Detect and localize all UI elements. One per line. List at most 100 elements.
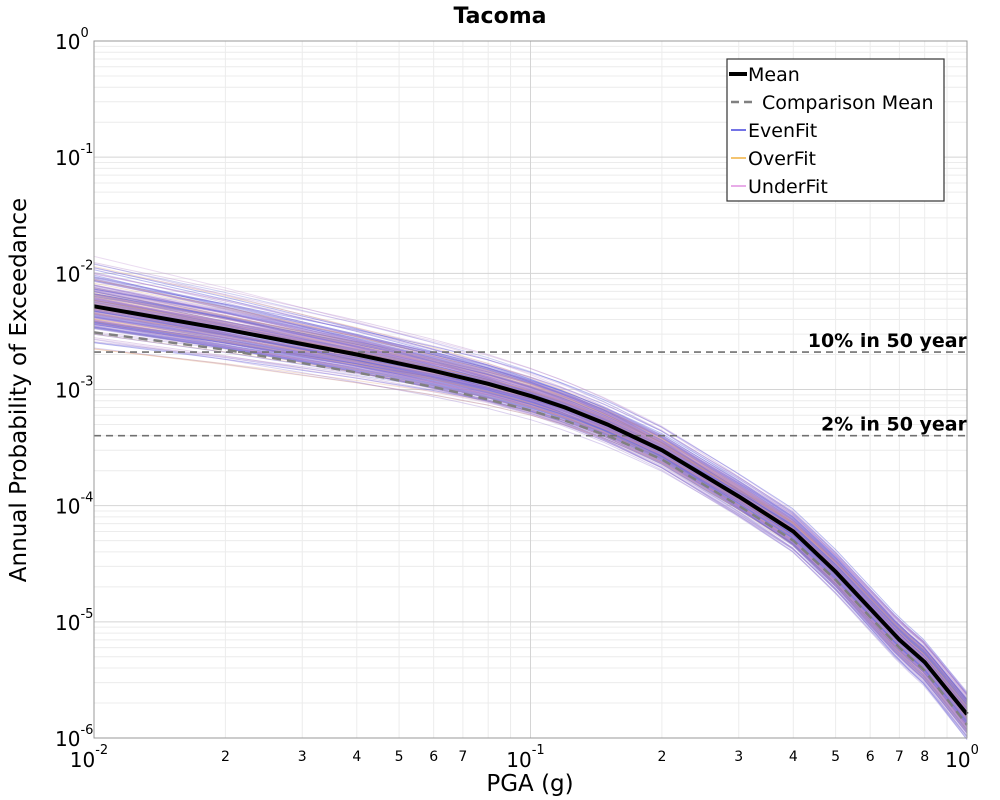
- ensemble-curve: [93, 293, 968, 710]
- ensemble-curve: [93, 308, 968, 720]
- ensemble-curve: [93, 305, 968, 696]
- ensemble-curve: [93, 271, 968, 731]
- ensemble-curve: [93, 321, 968, 737]
- ensemble-curve: [93, 288, 968, 701]
- ensemble-curve: [93, 347, 968, 712]
- ensemble-curve: [93, 280, 968, 707]
- ensemble-curve: [93, 312, 968, 725]
- ensemble-curve: [93, 339, 968, 729]
- y-tick-label: 10-5: [55, 607, 93, 635]
- ensemble-curve: [93, 322, 968, 733]
- ensemble-curve: [93, 272, 968, 714]
- x-tick-label: 100: [945, 743, 979, 772]
- ensemble-curve: [93, 321, 968, 732]
- ensemble-curve: [93, 304, 968, 700]
- ensemble-curve: [93, 318, 968, 719]
- ensemble-curve: [93, 316, 968, 709]
- ensemble-curve: [93, 296, 968, 701]
- ensemble-curve: [93, 300, 968, 703]
- ensemble-curve: [93, 297, 968, 730]
- ensemble-curve: [93, 291, 968, 725]
- ensemble-curve: [93, 326, 968, 703]
- x-tick-label: 2: [221, 749, 230, 765]
- ensemble-curve: [93, 276, 968, 717]
- ensemble-curve: [93, 310, 968, 719]
- ensemble-curve: [93, 325, 968, 728]
- ensemble-curve: [93, 319, 968, 707]
- ensemble-curve: [93, 281, 968, 710]
- x-tick-label: 3: [734, 749, 743, 765]
- ensemble-curve: [93, 314, 968, 719]
- ensemble-curve: [93, 293, 968, 732]
- ensemble-curve: [93, 302, 968, 698]
- ensemble-curve: [93, 288, 968, 705]
- legend-label: Mean: [748, 64, 800, 86]
- x-tick-label: 4: [352, 749, 361, 765]
- ensemble-curve: [93, 317, 968, 719]
- ensemble-curve: [93, 273, 968, 702]
- ensemble-curve: [93, 273, 968, 710]
- ensemble-curve: [93, 321, 968, 716]
- ensemble-curve: [93, 312, 968, 703]
- ensemble-curve: [93, 319, 968, 721]
- comparison-mean-line: [93, 331, 968, 726]
- ensemble-curve: [93, 279, 968, 717]
- ensemble-curve: [93, 298, 968, 703]
- ensemble-curve: [93, 278, 968, 737]
- ensemble-curve: [93, 293, 968, 710]
- legend: Mean Comparison Mean EvenFit OverFit UnderFi…: [726, 58, 945, 202]
- ensemble-curve: [93, 300, 968, 696]
- x-axis-label: PGA (g): [486, 771, 573, 797]
- ensemble-curve: [93, 326, 968, 725]
- ensemble-curve: [93, 315, 968, 722]
- ensemble-curve: [93, 313, 968, 703]
- legend-box: [726, 58, 945, 202]
- ensemble-curve: [93, 322, 968, 722]
- x-tick-label: 3: [298, 749, 307, 765]
- ensemble-curve: [93, 288, 968, 695]
- y-tick-label: 10-2: [55, 258, 93, 286]
- x-tick-label: 6: [429, 749, 438, 765]
- ensemble-curve: [93, 310, 968, 722]
- mean-line: [93, 304, 969, 716]
- ensemble-curve: [93, 324, 968, 717]
- reference-line-label: 2% in 50 year: [821, 414, 968, 436]
- ensemble-curve: [93, 279, 968, 694]
- ensemble-curve: [93, 291, 968, 724]
- ensemble-curve: [93, 284, 968, 712]
- ensemble-curve: [93, 284, 968, 707]
- ensemble-curve: [93, 323, 968, 705]
- ensemble-curve: [93, 278, 968, 726]
- legend-label: OverFit: [748, 148, 816, 170]
- ensemble-curve: [93, 267, 968, 699]
- x-tick-label: 4: [789, 749, 798, 765]
- legend-label: EvenFit: [748, 120, 817, 142]
- ensemble-curve: [93, 293, 968, 701]
- ensemble-curve: [93, 299, 968, 732]
- ensemble-curve: [93, 287, 968, 695]
- ensemble-curve: [93, 326, 968, 704]
- y-tick-label: 100: [55, 26, 89, 54]
- ensemble-curve: [93, 300, 968, 696]
- ensemble-curve: [93, 284, 968, 728]
- ensemble-curve: [93, 291, 968, 709]
- ensemble-curve: [93, 293, 968, 709]
- ensemble-curve: [93, 276, 968, 716]
- ensemble-curve: [93, 299, 968, 713]
- ensemble-curve: [93, 298, 968, 733]
- ensemble-curve: [93, 320, 968, 723]
- ensemble-curve: [93, 312, 968, 726]
- ensemble-curve: [93, 307, 968, 731]
- ensemble-curve: [93, 322, 968, 716]
- ensemble-curve: [93, 302, 968, 704]
- ensemble-curve: [93, 308, 968, 732]
- x-tick-label: 8: [920, 749, 929, 765]
- ensemble-curve: [93, 294, 968, 710]
- ensemble-curve: [93, 300, 968, 726]
- ensemble-curve: [93, 297, 968, 711]
- ensemble-curve: [93, 316, 968, 721]
- ensemble-curve: [93, 323, 968, 733]
- ensemble-curve: [93, 348, 968, 711]
- ensemble-curve: [93, 288, 968, 709]
- ensemble-curve: [93, 327, 968, 718]
